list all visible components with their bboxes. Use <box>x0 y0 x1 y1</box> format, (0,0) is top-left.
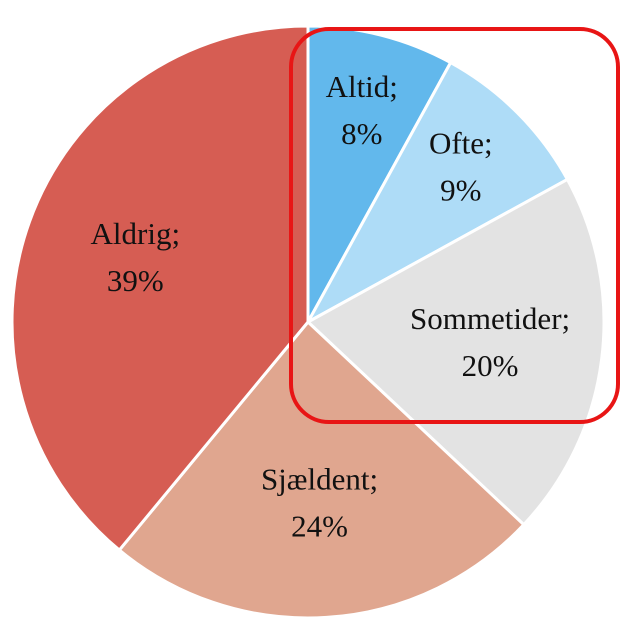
pie-slice <box>306 24 453 323</box>
slice-value-label: 8% <box>341 116 382 151</box>
pie <box>10 24 606 617</box>
slice-value-label: 9% <box>440 172 481 207</box>
labels: Altid; 8% Ofte; 9% Sommetider; 20% Sjældent; 24… <box>91 69 571 543</box>
pie-slice <box>304 60 570 326</box>
slice-value-label: 24% <box>291 508 348 543</box>
pie-slice <box>10 24 310 553</box>
slice-category: Aldrig; <box>91 216 181 251</box>
highlight-box <box>289 27 620 424</box>
slice-value-label: 39% <box>107 263 164 298</box>
slice-category: Sommetider; <box>410 301 570 336</box>
slice-category: Sjældent; <box>261 461 378 496</box>
slice-value-label: 20% <box>462 348 519 383</box>
pie-slice <box>305 177 606 527</box>
slice-category: Ofte; <box>429 125 493 160</box>
pie-slice <box>117 319 526 617</box>
slice-category: Altid; <box>326 69 398 104</box>
